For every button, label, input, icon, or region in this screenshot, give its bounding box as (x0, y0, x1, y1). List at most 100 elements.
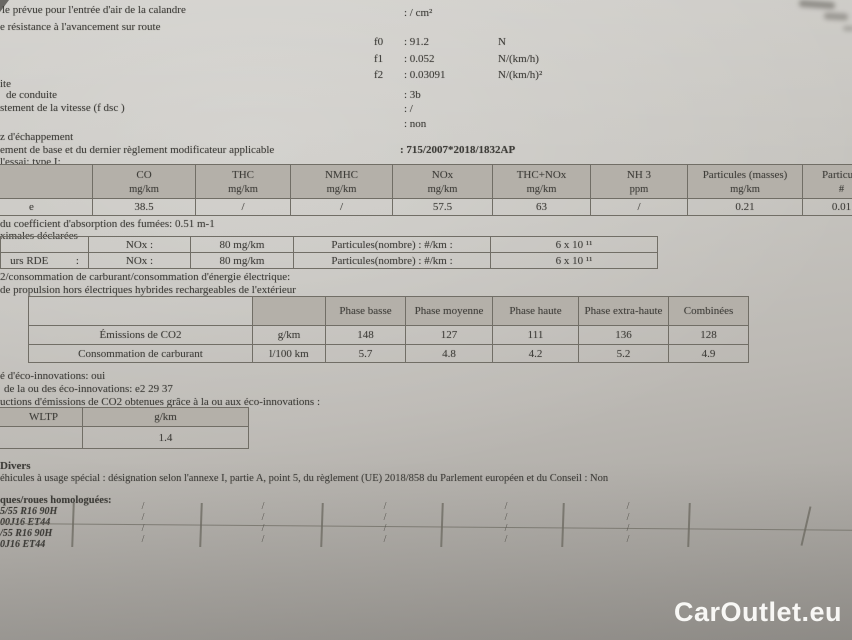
column-name: NH 3 (626, 168, 652, 181)
emissions-header-thcnox: THC+NOx mg/km (492, 164, 591, 199)
limits-row-label: urs RDE : (0, 252, 89, 269)
conduite-value: : 3b (404, 89, 421, 101)
f0-value: : 91.2 (404, 36, 430, 48)
column-name: Particule (821, 168, 852, 181)
emissions-row-label: e (0, 198, 93, 216)
co2-header-phase-basse: Phase basse (325, 296, 406, 326)
f2-name: f2 (374, 69, 384, 81)
slash-mark: / (383, 523, 387, 534)
route-line: e résistance à l'avancement sur route (0, 21, 161, 33)
column-unit: mg/km (526, 183, 557, 195)
column-unit: ppm (629, 183, 649, 195)
co2-value: 128 (668, 325, 749, 345)
ruled-vertical-line (561, 502, 565, 548)
emissions-thcnox-value: 63 (492, 198, 591, 216)
slash-mark: / (626, 512, 630, 523)
limits-table: NOx : 80 mg/km Particules(nombre) : #/km… (0, 236, 658, 269)
emissions-nmhc-value: / (290, 198, 393, 216)
non-value: : non (404, 118, 427, 130)
co2-value: 111 (492, 325, 579, 345)
limits-pn-label: Particules(nombre) : #/km : (293, 236, 491, 253)
co2-header-phase-haute: Phase haute (492, 296, 579, 326)
emissions-table: CO mg/km THC mg/km NMHC mg/km NOx mg/km THC+… (0, 164, 852, 216)
co2-value: 148 (325, 325, 406, 345)
emissions-header-nh3: NH 3 ppm (590, 164, 688, 199)
ruled-vertical-line (440, 502, 444, 548)
conduite-line: de conduite (6, 89, 58, 101)
co2-row-unit: g/km (252, 325, 326, 345)
column-unit: mg/km (228, 183, 258, 195)
slash-mark: / (626, 534, 630, 545)
emissions-particules-nombre-value: 0.01 (802, 198, 852, 216)
slash-mark: / (504, 523, 508, 534)
emissions-header-particules-nombre: Particule # (802, 164, 852, 199)
tyre-line: 00J16 ET44 (0, 517, 50, 529)
fuel-row-unit: l/100 km (252, 344, 326, 363)
calandre-line: le prévue pour l'entrée d'air de la cala… (2, 4, 186, 16)
f1-unit: N/(km/h) (498, 53, 539, 65)
emissions-co-value: 38.5 (92, 198, 196, 216)
emissions-header-particules-masses: Particules (masses) mg/km (687, 164, 803, 199)
slash-mark: / (141, 523, 145, 534)
wltp-unit: g/km (82, 407, 249, 427)
column-unit: # (838, 183, 845, 195)
slash-mark: / (504, 534, 508, 545)
emissions-header-thc: THC mg/km (195, 164, 291, 199)
f1-value: : 0.052 (404, 53, 435, 65)
column-name: NOx (431, 168, 454, 181)
f0-unit: N (498, 36, 506, 48)
limits-pn-label: Particules(nombre) : #/km : (293, 252, 491, 269)
ruled-vertical-line (687, 502, 691, 548)
co2-table: Phase basse Phase moyenne Phase haute Ph… (28, 296, 749, 363)
wltp-empty-cell (0, 426, 83, 449)
co2-value: 127 (405, 325, 493, 345)
wltp-label: WLTP (0, 407, 83, 427)
slash-mark: / (383, 534, 387, 545)
slash-mark: / (383, 501, 387, 512)
emissions-header-co: CO mg/km (92, 164, 196, 199)
ruled-horizontal-line (0, 523, 852, 531)
column-unit: mg/km (730, 183, 760, 195)
emissions-header-nmhc: NMHC mg/km (290, 164, 393, 199)
column-unit: mg/km (326, 183, 357, 195)
slash-marks-column: / / / / (380, 501, 390, 545)
slash-mark: / (141, 501, 145, 512)
co2-header-unit (252, 296, 326, 326)
vitesse-line: stement de la vitesse (f dsc ) (0, 102, 125, 114)
ruled-diagonal-line (800, 506, 811, 546)
co2-value: 136 (578, 325, 669, 345)
f2-unit: N/(km/h)² (498, 69, 543, 81)
reglement-line: ement de base et du dernier règlement mo… (0, 144, 275, 156)
limits-nox-label: NOx : (88, 252, 191, 269)
ruled-vertical-line (71, 502, 75, 548)
co2-row-label: Émissions de CO2 (28, 325, 253, 345)
column-unit: mg/km (129, 183, 159, 195)
limits-pn-value: 6 x 10 ¹¹ (490, 252, 658, 269)
f2-value: : 0.03091 (404, 69, 446, 81)
divers-line: éhicules à usage spécial : désignation s… (0, 473, 609, 484)
column-name: CO (136, 168, 152, 181)
wltp-table: WLTP g/km 1.4 (0, 407, 249, 449)
tyre-line: /55 R16 90H (0, 528, 53, 539)
photo-corner-artifact (0, 0, 9, 12)
photo-smudge (823, 12, 849, 21)
wltp-value: 1.4 (82, 426, 249, 449)
slash-marks-column: / / / / (623, 501, 633, 545)
co2-header-spacer (28, 296, 253, 326)
emissions-thc-value: / (195, 198, 291, 216)
fuel-value: 4.2 (492, 344, 579, 363)
slash-mark: / (504, 501, 508, 512)
slash-mark: / (504, 512, 508, 523)
emissions-header-empty (0, 164, 93, 199)
slash-mark: / (626, 523, 630, 534)
slash-mark: / (261, 512, 265, 523)
slash-marks-column: / / / / (501, 501, 511, 545)
reglement-value: : 715/2007*2018/1832AP (400, 144, 516, 156)
column-name: NMHC (324, 168, 358, 181)
limits-pn-value: 6 x 10 ¹¹ (490, 236, 658, 253)
limits-nox-value: 80 mg/km (190, 252, 294, 269)
f0-name: f0 (374, 36, 384, 48)
slash-marks-column: / / / / (258, 501, 268, 545)
slash-mark: / (383, 512, 387, 523)
